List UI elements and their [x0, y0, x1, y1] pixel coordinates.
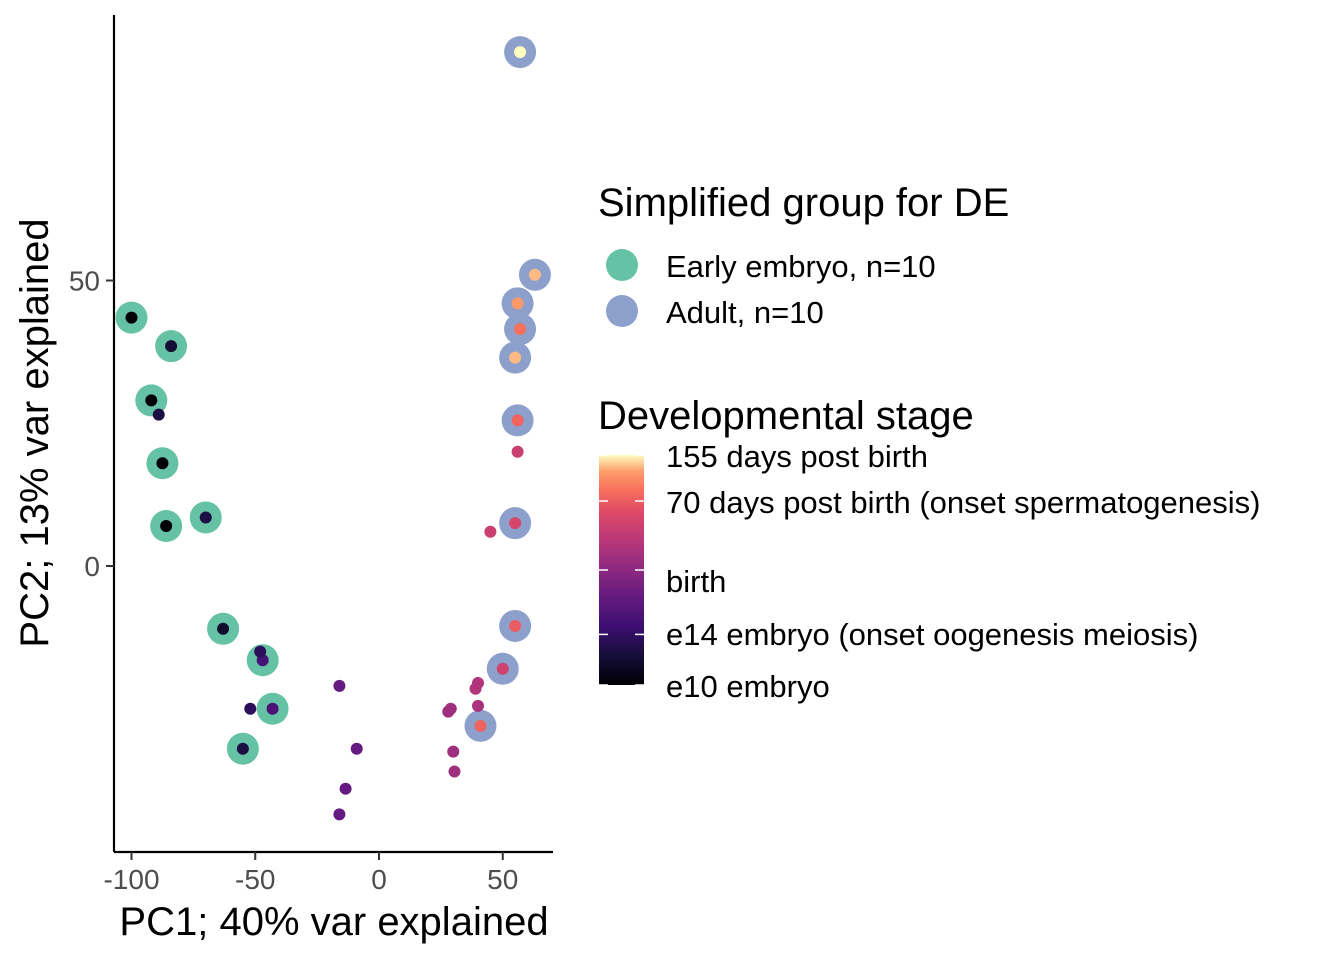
y-tick-label: 50 [69, 266, 100, 297]
stage-point [472, 699, 484, 712]
stage-label-birth: birth [666, 564, 726, 599]
stage-point [244, 702, 257, 715]
stage-point [339, 782, 352, 795]
stage-point [511, 445, 524, 458]
stage-point [509, 351, 522, 364]
stage-label-e10: e10 embryo [666, 669, 830, 704]
y-tick-label: 0 [84, 551, 100, 582]
legend-key-early-embryo [606, 249, 638, 281]
stage-point [447, 745, 460, 758]
group-legend: Simplified group for DE Early embryo, n=… [598, 181, 1009, 330]
data-points [115, 36, 551, 821]
stage-point [469, 682, 482, 695]
stage-point [165, 340, 178, 353]
stage-label-e14: e14 embryo (onset oogenesis meiosis) [666, 617, 1198, 652]
axis-ticks: -100 -50 0 50 0 50 [69, 266, 518, 896]
stage-point [511, 297, 524, 310]
x-axis-title: PC1; 40% var explained [119, 900, 548, 944]
stage-point [509, 619, 522, 632]
stage-point [509, 517, 522, 530]
stage-legend: Developmental stage 155 days post birth … [598, 394, 1260, 704]
stage-point [528, 268, 541, 281]
stage-label-155-days: 155 days post birth [666, 439, 928, 474]
stage-point [236, 742, 249, 755]
stage-point [125, 311, 138, 324]
colorbar-ticks [599, 454, 644, 686]
stage-point [254, 645, 267, 658]
stage-point [444, 702, 457, 715]
stage-point [145, 394, 158, 407]
group-legend-title: Simplified group for DE [598, 181, 1009, 225]
stage-point [217, 622, 230, 635]
stage-point [484, 525, 497, 538]
stage-point [160, 520, 173, 533]
stage-legend-title: Developmental stage [598, 394, 974, 438]
stage-point [511, 414, 524, 427]
x-tick-label: 50 [487, 864, 518, 895]
stage-point [266, 702, 279, 715]
stage-point [496, 662, 509, 675]
legend-key-adult [606, 295, 638, 327]
x-tick-label: 0 [371, 864, 387, 895]
legend-label-early-embryo: Early embryo, n=10 [666, 249, 936, 284]
stage-point [350, 742, 363, 755]
y-axis-title: PC2; 13% var explained [13, 218, 57, 647]
stage-point [333, 679, 346, 692]
legend-label-adult: Adult, n=10 [666, 295, 824, 330]
stage-point [156, 457, 169, 470]
stage-point [448, 765, 461, 778]
stage-point [152, 408, 165, 421]
stage-point [199, 511, 212, 524]
x-tick-label: -50 [235, 864, 275, 895]
stage-point [514, 46, 527, 59]
x-tick-label: -100 [103, 864, 159, 895]
stage-point [333, 808, 346, 821]
stage-point [514, 323, 527, 336]
stage-label-70-days: 70 days post birth (onset spermatogenesi… [666, 485, 1260, 520]
stage-point [474, 719, 487, 732]
